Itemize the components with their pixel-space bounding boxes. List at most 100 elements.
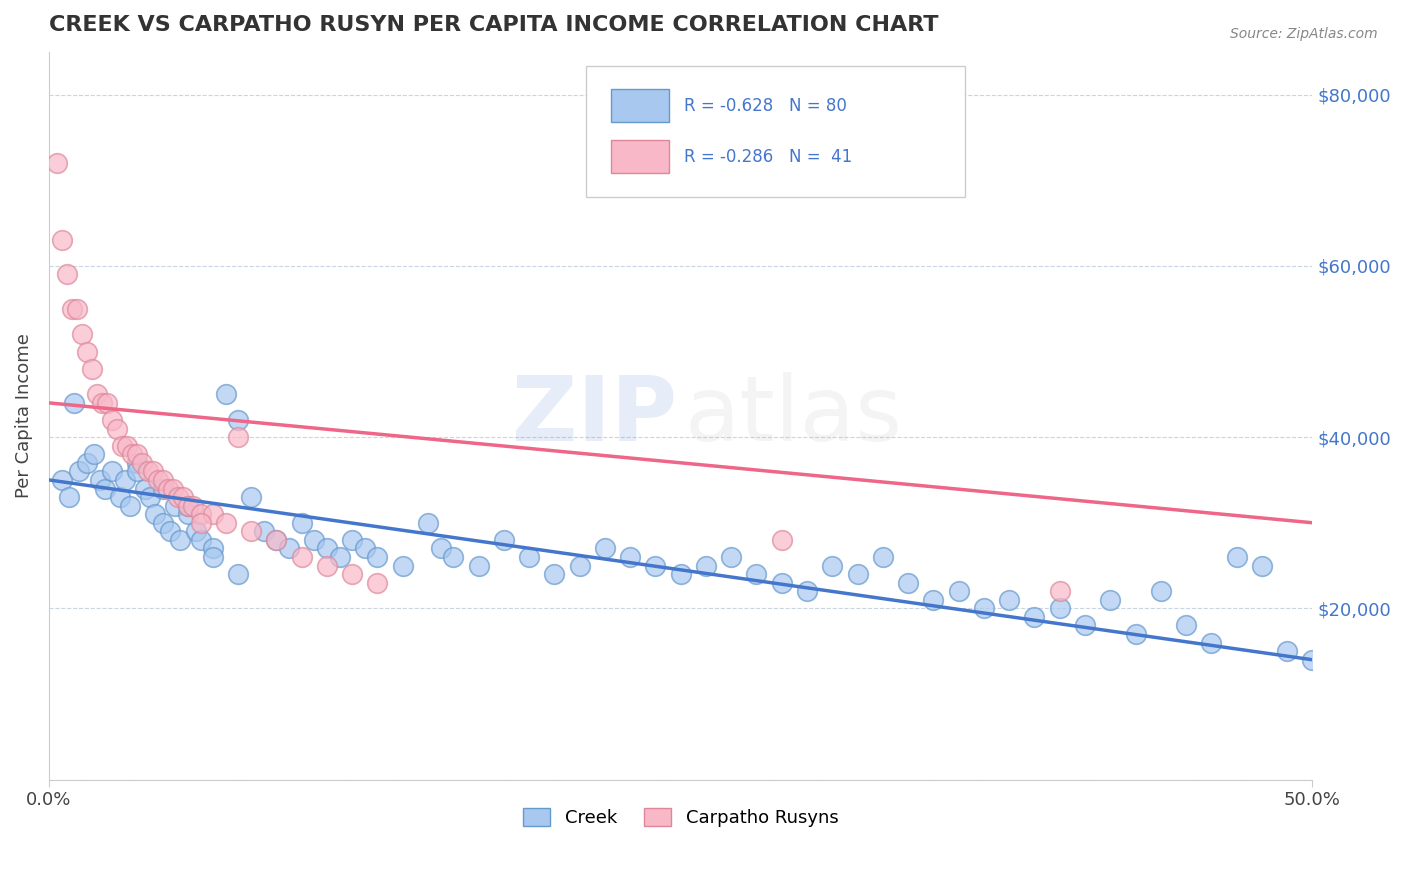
Point [948,584,970,599]
Point [340,567,363,582]
Point [1049,601,1071,615]
Point [83,447,105,461]
Point [105,421,128,435]
Point [228,567,250,582]
Point [127,447,149,461]
Point [162,482,184,496]
Point [695,558,717,573]
Point [973,601,995,615]
Point [467,558,489,573]
Point [127,464,149,478]
Point [146,473,169,487]
Point [291,516,314,530]
Point [121,447,143,461]
Point [89,473,111,487]
Point [93,482,115,496]
Point [1226,549,1249,564]
Point [1074,618,1097,632]
Point [1049,584,1071,599]
Point [67,464,90,478]
Legend: Creek, Carpatho Rusyns: Creek, Carpatho Rusyns [515,798,848,836]
Point [108,490,131,504]
Point [391,558,413,573]
Point [127,456,149,470]
Point [66,301,89,316]
Point [240,490,263,504]
Point [80,361,103,376]
Point [366,549,388,564]
Point [45,156,67,170]
Point [568,558,591,573]
Point [1275,644,1298,658]
Text: R = -0.286   N =  41: R = -0.286 N = 41 [685,148,852,166]
Point [872,549,894,564]
Point [181,499,204,513]
Point [770,575,793,590]
Point [91,396,114,410]
Point [215,387,238,401]
Point [1125,627,1147,641]
Point [253,524,276,539]
Point [139,490,162,504]
Text: atlas: atlas [685,372,903,459]
Point [63,396,86,410]
Point [1099,592,1122,607]
Point [143,507,166,521]
Point [517,549,540,564]
Point [821,558,844,573]
Point [184,524,207,539]
Point [278,541,301,556]
Point [796,584,818,599]
Point [169,533,191,547]
Point [202,507,225,521]
Point [190,516,212,530]
Point [101,413,124,427]
Point [51,233,73,247]
Point [136,464,159,478]
Point [492,533,515,547]
Point [745,567,768,582]
Point [159,524,181,539]
Point [366,575,388,590]
Point [177,499,200,513]
Point [177,499,200,513]
Point [86,387,108,401]
Point [429,541,451,556]
Point [190,507,212,521]
Point [416,516,439,530]
Point [897,575,920,590]
Point [172,490,194,504]
Y-axis label: Per Capita Income: Per Capita Income [15,334,32,498]
Point [76,344,98,359]
Point [117,439,139,453]
Point [998,592,1021,607]
Point [101,464,124,478]
Point [55,268,77,282]
Point [1024,610,1046,624]
Point [1250,558,1272,573]
Point [114,473,136,487]
Point [304,533,326,547]
Point [316,558,339,573]
Point [240,524,263,539]
FancyBboxPatch shape [586,66,965,197]
Point [1175,618,1198,632]
Point [70,327,93,342]
Point [96,396,118,410]
Point [922,592,945,607]
Point [152,482,174,496]
Point [51,473,73,487]
Point [266,533,288,547]
Point [152,516,174,530]
Point [441,549,464,564]
Point [228,430,250,444]
Point [156,482,179,496]
Text: R = -0.628   N = 80: R = -0.628 N = 80 [685,96,848,115]
Point [340,533,363,547]
Point [619,549,641,564]
Point [166,490,188,504]
Point [202,549,225,564]
Point [1201,635,1223,649]
Point [111,439,134,453]
Point [177,507,200,521]
